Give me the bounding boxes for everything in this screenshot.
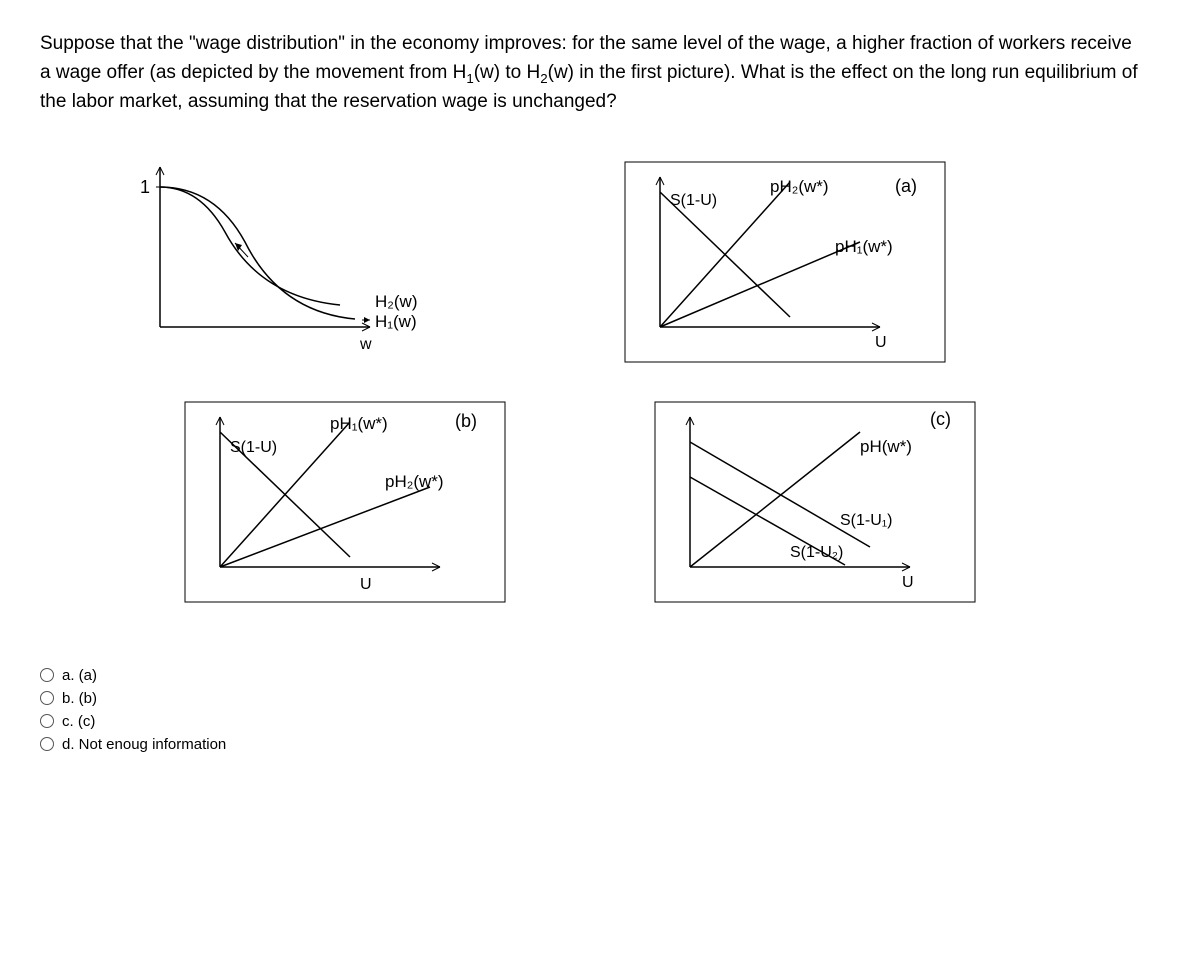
ph1-label-b: pH₁(w*)	[330, 414, 388, 433]
radio-icon	[40, 668, 54, 682]
answer-option-d[interactable]: d. Not enoug information	[40, 736, 1160, 753]
y-label-1: 1	[140, 177, 150, 197]
radio-icon	[40, 691, 54, 705]
panel-b: S(1-U) pH₁(w*) pH₂(w*) (b) U	[180, 397, 510, 607]
answer-label: d. Not enoug information	[62, 736, 226, 753]
panel-1: 1 H₂(w) H₁(w) w	[120, 157, 420, 367]
ph2-label-a: pH₂(w*)	[770, 177, 829, 196]
tag-b: (b)	[455, 411, 477, 431]
diagrams-container: 1 H₂(w) H₁(w) w	[120, 157, 1160, 607]
answer-label: b. (b)	[62, 690, 97, 707]
answer-label: c. (c)	[62, 713, 95, 730]
h2-label: H₂(w)	[375, 292, 417, 311]
radio-icon	[40, 714, 54, 728]
u-label-c: U	[902, 574, 914, 591]
s1u2-label-c: S(1-U₂)	[790, 544, 843, 561]
tag-c: (c)	[930, 409, 951, 429]
answer-option-b[interactable]: b. (b)	[40, 690, 1160, 707]
panel-a: S(1-U) pH₂(w*) pH₁(w*) (a) U	[620, 157, 950, 367]
answer-options: a. (a) b. (b) c. (c) d. Not enoug inform…	[40, 667, 1160, 753]
s1u-label-a: S(1-U)	[670, 192, 717, 209]
question-text: Suppose that the "wage distribution" in …	[40, 30, 1140, 117]
s1u-label-b: S(1-U)	[230, 439, 277, 456]
ph1-label-a: pH₁(w*)	[835, 237, 893, 256]
ph-label-c: pH(w*)	[860, 437, 912, 456]
ph2-label-b: pH₂(w*)	[385, 472, 444, 491]
answer-option-a[interactable]: a. (a)	[40, 667, 1160, 684]
w-label: w	[359, 336, 372, 353]
answer-option-c[interactable]: c. (c)	[40, 713, 1160, 730]
radio-icon	[40, 737, 54, 751]
h1-label: H₁(w)	[375, 312, 417, 331]
s1u1-label-c: S(1-U₁)	[840, 512, 893, 529]
tag-a: (a)	[895, 176, 917, 196]
answer-label: a. (a)	[62, 667, 97, 684]
panel-c: pH(w*) S(1-U₁) S(1-U₂) (c) U	[650, 397, 980, 607]
u-label-a: U	[875, 334, 887, 351]
u-label-b: U	[360, 576, 372, 593]
